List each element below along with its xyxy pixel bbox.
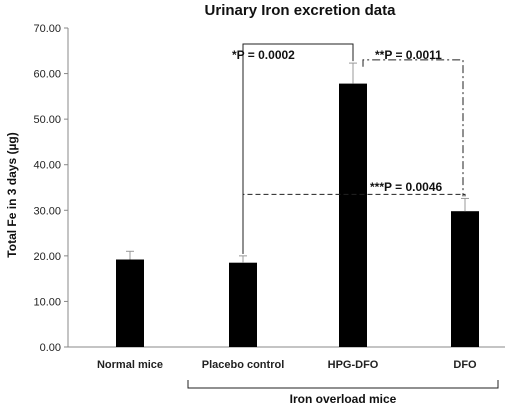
- bar: [339, 83, 367, 348]
- group-label: Iron overload mice: [290, 392, 397, 406]
- x-tick-label: DFO: [453, 359, 477, 371]
- x-tick-label: HPG-DFO: [328, 359, 379, 371]
- x-tick-label: Normal mice: [97, 359, 163, 371]
- chart-title: Urinary Iron excretion data: [205, 2, 397, 19]
- bar: [116, 259, 144, 347]
- bar: [451, 211, 479, 347]
- y-tick-label: 70.00: [33, 23, 61, 35]
- y-tick-label: 30.00: [33, 205, 61, 217]
- bar: [229, 262, 257, 347]
- y-tick-label: 20.00: [33, 251, 61, 263]
- y-tick-label: 40.00: [33, 160, 61, 172]
- group-bracket-line: [187, 380, 499, 389]
- significance-bracket: [242, 193, 466, 254]
- p-value-label: *P = 0.0002: [232, 48, 295, 62]
- significance-bracket: [242, 43, 354, 254]
- y-tick-label: 60.00: [33, 69, 61, 81]
- x-tick-label: Placebo control: [202, 359, 285, 371]
- significance-bracket: [362, 59, 464, 197]
- p-value-label: ***P = 0.0046: [370, 180, 443, 194]
- y-tick-label: 10.00: [33, 296, 61, 308]
- group-bracket: Iron overload mice: [187, 380, 499, 406]
- y-tick-label: 50.00: [33, 114, 61, 126]
- y-tick-label: 0.00: [40, 342, 61, 354]
- y-axis-title: Total Fe in 3 days (µg): [5, 132, 19, 257]
- p-value-label: **P = 0.0011: [375, 48, 442, 62]
- bar-series: Normal mice Placebo control HPG-DFO DFO: [97, 62, 479, 371]
- significance-brackets: *P = 0.0002 **P = 0.0011 ***P = 0.0046: [232, 43, 466, 254]
